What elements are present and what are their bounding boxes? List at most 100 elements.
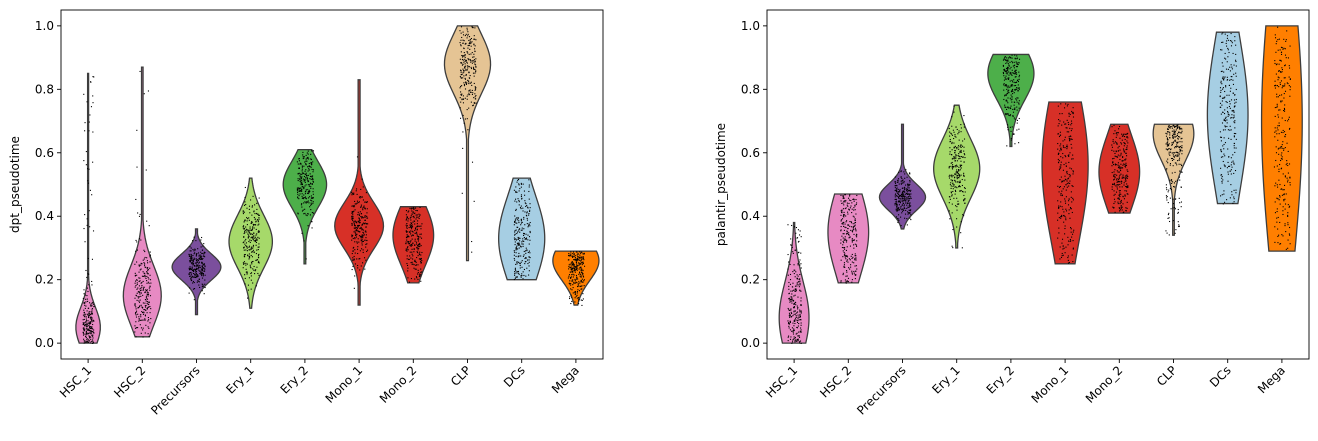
point [577, 259, 579, 261]
point [359, 250, 361, 252]
point [136, 282, 138, 284]
point [195, 255, 197, 257]
point [904, 191, 906, 193]
point [794, 340, 796, 342]
point [257, 224, 259, 226]
point [515, 276, 517, 278]
x-tick-label: Precursors [148, 363, 202, 417]
point [247, 229, 249, 231]
point [88, 335, 90, 337]
point [844, 200, 846, 202]
point [468, 66, 470, 68]
point [906, 204, 908, 206]
point [298, 167, 300, 169]
point [793, 289, 795, 291]
point [854, 258, 856, 260]
point [92, 95, 94, 97]
point [580, 276, 582, 278]
point [963, 146, 965, 148]
point [354, 227, 356, 229]
point [1288, 118, 1290, 120]
point [299, 173, 301, 175]
point [192, 260, 194, 262]
point [895, 193, 897, 195]
point [527, 206, 529, 208]
point [311, 183, 313, 185]
point [960, 232, 962, 234]
point [356, 241, 358, 243]
point [578, 259, 580, 261]
point [792, 322, 794, 324]
point [466, 69, 468, 71]
point [87, 257, 89, 260]
point [794, 285, 797, 287]
point [189, 260, 191, 262]
point [798, 284, 800, 286]
point [1007, 129, 1009, 131]
point [1114, 169, 1116, 171]
point [417, 269, 419, 271]
point [897, 193, 899, 195]
point [243, 254, 246, 256]
point [1004, 95, 1006, 97]
point [1119, 210, 1121, 212]
point [1278, 38, 1280, 40]
point [303, 240, 305, 242]
point [192, 288, 195, 290]
point [88, 312, 90, 314]
point [578, 281, 580, 283]
point [1018, 58, 1021, 60]
point [844, 223, 846, 225]
point [1126, 177, 1128, 179]
point [361, 178, 363, 180]
point [571, 260, 573, 263]
point [242, 210, 244, 212]
point [1068, 155, 1070, 158]
point [202, 245, 204, 247]
point [249, 226, 251, 228]
point [1003, 83, 1005, 85]
point [83, 93, 85, 95]
point [307, 174, 309, 176]
point [576, 292, 578, 294]
point [1011, 89, 1013, 91]
point [408, 226, 410, 229]
point [840, 259, 842, 261]
point [243, 211, 245, 213]
point [1111, 186, 1113, 188]
point [309, 182, 311, 184]
point [1167, 162, 1169, 164]
point [301, 181, 303, 183]
point [202, 252, 204, 254]
point [1062, 157, 1064, 159]
point [139, 319, 141, 321]
point [1172, 207, 1174, 209]
point [524, 263, 526, 265]
point [515, 186, 517, 188]
point [409, 231, 411, 233]
point [1126, 169, 1128, 171]
point [465, 43, 467, 45]
point [793, 328, 795, 330]
point [1068, 139, 1071, 141]
point [202, 285, 204, 287]
point [1123, 182, 1125, 184]
point [1224, 33, 1226, 35]
point [306, 152, 308, 154]
point [243, 261, 245, 263]
point [417, 235, 420, 238]
point [243, 263, 245, 265]
point [1280, 243, 1282, 245]
point [419, 233, 421, 235]
point [474, 66, 477, 68]
point [84, 214, 86, 216]
point [1167, 128, 1169, 130]
point [576, 278, 578, 280]
point [579, 282, 581, 284]
point [582, 261, 584, 263]
point [1117, 167, 1120, 169]
point [1167, 191, 1169, 193]
point [408, 242, 410, 244]
point [581, 304, 583, 306]
point [1278, 77, 1280, 79]
